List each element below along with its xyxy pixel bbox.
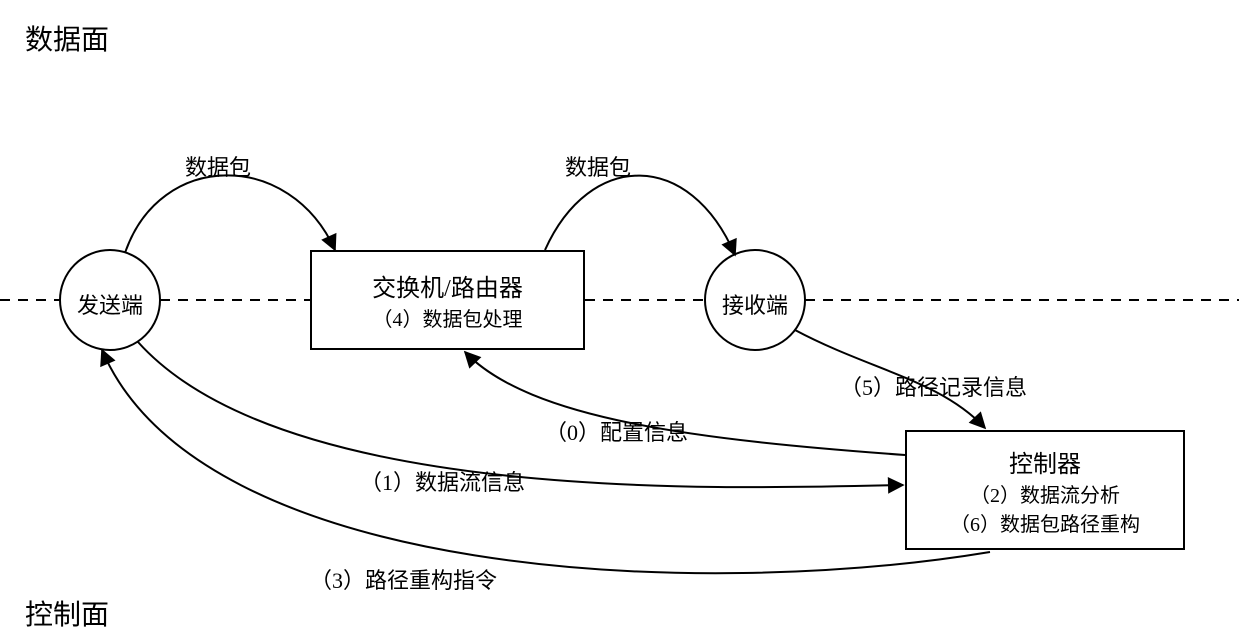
receiver-label: 接收端 — [722, 288, 788, 320]
label-config: （0）配置信息 — [545, 415, 688, 447]
edge-sender-switch — [125, 175, 335, 253]
data-plane-title: 数据面 — [25, 18, 109, 58]
label-reconstruct-cmd: （3）路径重构指令 — [310, 563, 497, 595]
control-plane-title: 控制面 — [25, 593, 109, 633]
label-packet1: 数据包 — [185, 150, 251, 182]
label-flow-info: （1）数据流信息 — [360, 465, 525, 497]
controller-line2: （2）数据流分析 — [970, 479, 1120, 508]
label-packet2: 数据包 — [565, 150, 631, 182]
controller-line1: 控制器 — [1009, 444, 1081, 479]
label-path-record: （5）路径记录信息 — [840, 370, 1027, 402]
edge-switch-receiver — [545, 176, 735, 255]
controller-node: 控制器 （2）数据流分析 （6）数据包路径重构 — [905, 430, 1185, 550]
switch-line2: （4）数据包处理 — [373, 303, 523, 332]
switch-line1: 交换机/路由器 — [372, 268, 523, 303]
sender-label: 发送端 — [77, 288, 143, 320]
switch-node: 交换机/路由器 （4）数据包处理 — [310, 250, 585, 350]
controller-line3: （6）数据包路径重构 — [950, 508, 1140, 537]
